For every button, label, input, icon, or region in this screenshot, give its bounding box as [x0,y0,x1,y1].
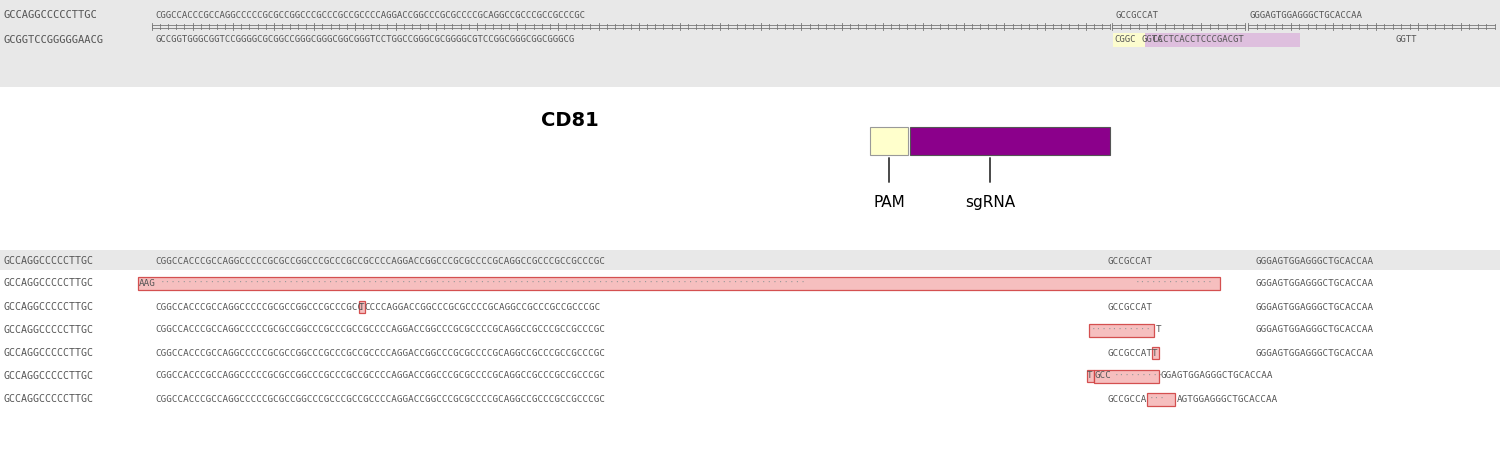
Text: GCC: GCC [1095,371,1112,380]
Text: ···: ··· [1090,325,1108,334]
Text: GCCGGTGGGCGGTCCGGGGCGCGGCCGGGCGGGCGGCGGGTCCTGGCCGGGCGCGGGGCGTCCGGCGGGCGGCGGGCG: GCCGGTGGGCGGTCCGGGGCGCGGCCGGGCGGGCGGCGGG… [154,36,574,45]
Text: ·········: ········· [1113,371,1164,380]
Bar [910,127,1110,155]
Text: ··············: ·············· [1136,278,1214,287]
Text: GCCAGGCCCCCTTGC: GCCAGGCCCCCTTGC [3,278,93,288]
Text: GCCAGGCCCCCTTGC: GCCAGGCCCCCTTGC [3,302,93,312]
Bar [1089,323,1154,336]
Text: GCCAGGCCCCCTTGC: GCCAGGCCCCCTTGC [3,348,93,358]
Bar [0,250,1500,270]
Text: GCCGCCAT: GCCGCCAT [1108,256,1154,266]
Text: CD81: CD81 [542,111,598,130]
Text: sgRNA: sgRNA [964,195,1016,210]
Text: CGGCCACCCGCCAGGCCCCCGCGCCGGCCCGCCCGCCGCCCCAGGACCGGCCCGCGCCCCGCAGGCCGCCCGCCGCCCGC: CGGCCACCCGCCAGGCCCCCGCGCCGGCCCGCCCGCCGCC… [154,10,585,19]
Bar [1088,370,1094,382]
Text: PAM: PAM [873,195,904,210]
Text: GCCAGGCCCCCTTGC: GCCAGGCCCCCTTGC [3,10,96,20]
Text: ················································································: ········································… [160,278,807,287]
Bar [138,276,1220,289]
Text: T: T [1156,325,1161,334]
Text: GCCGCCAT: GCCGCCAT [1108,349,1154,358]
Text: GGTT: GGTT [1395,36,1416,45]
Text: GGGAGTGGAGGGCTGCACCAA: GGGAGTGGAGGGCTGCACCAA [1256,325,1372,334]
Text: CCCTCACCTCCCGACGT: CCCTCACCTCCCGACGT [1148,36,1244,45]
Text: ···: ··· [1149,395,1166,403]
Text: GGGAGTGGAGGGCTGCACCAA: GGGAGTGGAGGGCTGCACCAA [1250,10,1364,19]
Text: GCCAGGCCCCCTTGC: GCCAGGCCCCCTTGC [3,256,93,266]
Bar [1152,347,1158,359]
Text: GCCAGGCCCCCTTGC: GCCAGGCCCCCTTGC [3,325,93,335]
Text: ········: ········ [1107,325,1152,334]
Text: CGGCCACCCGCCAGGCCCCCGCGCCGGCCCGCCCGCCGCCCCAGGACCGGCCCGCGCCCCGCAGGCCGCCCGCCGCCCGC: CGGCCACCCGCCAGGCCCCCGCGCCGGCCCGCCCGCCGCC… [154,395,604,403]
Text: AGTGGAGGGCTGCACCAA: AGTGGAGGGCTGCACCAA [1176,395,1278,403]
Text: GCCAGGCCCCCTTGC: GCCAGGCCCCCTTGC [3,394,93,404]
Text: GGGAGTGGAGGGCTGCACCAA: GGGAGTGGAGGGCTGCACCAA [1256,349,1372,358]
Text: AAG: AAG [140,278,156,287]
Bar [870,127,907,155]
Text: T: T [1088,371,1092,380]
Text: CGGCCACCCGCCAGGCCCCCGCGCCGGCCCGCCCGCCGCCCCAGGACCGGCCCGCGCCCCGCAGGCCGCCCGCCGCCCGC: CGGCCACCCGCCAGGCCCCCGCGCCGGCCCGCCCGCCGCC… [154,325,604,334]
Text: GGTA: GGTA [1142,36,1162,45]
Text: GGGAGTGGAGGGCTGCACCAA: GGGAGTGGAGGGCTGCACCAA [1256,256,1372,266]
Text: GGAGTGGAGGGCTGCACCAA: GGAGTGGAGGGCTGCACCAA [1161,371,1274,380]
Bar [1146,392,1174,406]
Bar [1094,370,1158,382]
Text: CCCCAGGACCGGCCCGCGCCCCGCAGGCCGCCCGCCGCCCGC: CCCCAGGACCGGCCCGCGCCCCGCAGGCCGCCCGCCGCCC… [364,303,600,312]
Bar [358,301,364,313]
Text: GCCGCCAT: GCCGCCAT [1114,10,1158,19]
Text: CGGCCACCCGCCAGGCCCCCGCGCCGGCCCGCCCGCCGCCCCAGGACCGGCCCGCGCCCCGCAGGCCGCCCGCCGCCCGC: CGGCCACCCGCCAGGCCCCCGCGCCGGCCCGCCCGCCGCC… [154,256,604,266]
Text: T: T [1152,349,1158,358]
Text: T: T [358,303,364,312]
Text: CGGCCACCCGCCAGGCCCCCGCGCCGGCCCGCCCGCC: CGGCCACCCGCCAGGCCCCCGCGCCGGCCCGCCCGCC [154,303,363,312]
Text: CGGCCACCCGCCAGGCCCCCGCGCCGGCCCGCCCGCCGCCCCAGGACCGGCCCGCGCCCCGCAGGCCGCCCGCCGCCCGC: CGGCCACCCGCCAGGCCCCCGCGCCGGCCCGCCCGCCGCC… [154,371,604,380]
Text: GCCGCCAT: GCCGCCAT [1108,303,1154,312]
Text: GCCGCCA: GCCGCCA [1108,395,1148,403]
Text: GGGAGTGGAGGGCTGCACCAA: GGGAGTGGAGGGCTGCACCAA [1256,278,1372,287]
Text: GCCAGGCCCCCTTGC: GCCAGGCCCCCTTGC [3,371,93,381]
Bar [0,0,1500,87]
Text: GGGAGTGGAGGGCTGCACCAA: GGGAGTGGAGGGCTGCACCAA [1256,303,1372,312]
Text: CGGC: CGGC [1114,36,1136,45]
Bar [1113,33,1144,47]
Bar [1144,33,1300,47]
Text: GCGGTCCGGGGGAACG: GCGGTCCGGGGGAACG [3,35,104,45]
Text: CGGCCACCCGCCAGGCCCCCGCGCCGGCCCGCCCGCCGCCCCAGGACCGGCCCGCGCCCCGCAGGCCGCCCGCCGCCCGC: CGGCCACCCGCCAGGCCCCCGCGCCGGCCCGCCCGCCGCC… [154,349,604,358]
